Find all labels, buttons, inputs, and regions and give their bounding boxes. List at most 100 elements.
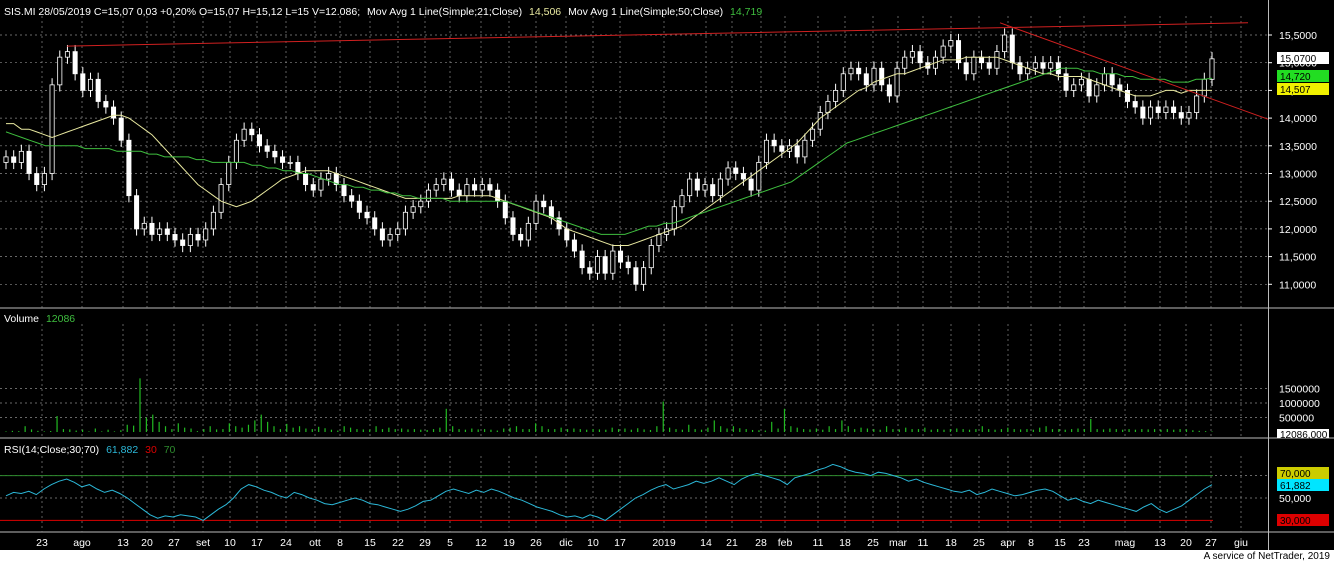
candle-body — [187, 234, 193, 246]
x-tick-label: 23 — [1078, 537, 1090, 549]
candle-body — [80, 73, 86, 91]
candle-body — [433, 184, 439, 191]
rsi-line — [5, 463, 1213, 521]
candle-body — [594, 256, 600, 274]
candle-body — [702, 184, 708, 191]
candle-body — [541, 200, 547, 208]
candle-body — [940, 45, 946, 58]
x-tick-label: 8 — [1028, 537, 1034, 549]
candle-body — [518, 234, 524, 241]
x-tick-label: 20 — [1180, 537, 1192, 549]
candle-body — [902, 56, 908, 69]
badge-rsi-high: 70,000 — [1277, 467, 1329, 480]
y-tick-label: 13,0000 — [1279, 169, 1317, 181]
candle-body — [656, 234, 662, 246]
candle-body — [618, 250, 624, 263]
x-tick-label: 27 — [168, 537, 180, 549]
candle-body — [326, 173, 332, 180]
candle-body — [72, 51, 78, 75]
x-tick-label: 18 — [839, 537, 851, 549]
candle-body — [349, 195, 355, 202]
candle-body — [1124, 90, 1131, 102]
candle-body — [579, 250, 585, 269]
candle-body — [341, 184, 347, 197]
candle-body — [986, 62, 992, 69]
candle-body — [210, 211, 216, 230]
candle-body — [779, 145, 785, 152]
candle-body — [1071, 84, 1077, 91]
badge-close-text: 15,0700 — [1280, 54, 1317, 65]
candle-body — [449, 178, 455, 191]
candle-body — [1032, 62, 1038, 69]
y-tick-label: 11,0000 — [1279, 279, 1316, 291]
candle-body — [1178, 112, 1184, 119]
candle-body — [648, 245, 654, 269]
candle-body — [464, 184, 470, 197]
x-tick-label: 28 — [755, 537, 767, 549]
volume-tick-label: 1500000 — [1279, 384, 1320, 396]
x-tick-label: 23 — [36, 537, 48, 549]
x-tick-label: 27 — [1205, 537, 1217, 549]
candle-body — [1101, 73, 1107, 86]
candle-body — [472, 184, 478, 191]
badge-volume: 12086,000 — [1277, 429, 1329, 441]
candle-body — [955, 40, 962, 64]
x-tick-label: 25 — [973, 537, 985, 549]
candle-body — [218, 184, 224, 213]
x-tick-label: 24 — [280, 537, 292, 549]
x-tick-label: 12 — [475, 537, 487, 549]
ma50-line — [5, 67, 1213, 235]
x-tick-label: 13 — [1154, 537, 1166, 549]
x-tick-label: 11 — [918, 537, 929, 549]
candle-body — [748, 178, 754, 191]
candle-body — [1094, 84, 1100, 97]
candle-body — [1155, 106, 1161, 113]
x-tick-label: 8 — [337, 537, 343, 549]
candle-body — [802, 139, 808, 158]
badge-volume-text: 12086,000 — [1280, 430, 1328, 441]
candle-body — [1171, 106, 1177, 113]
candle-body — [272, 150, 278, 158]
header-quote: SIS.MI 28/05/2019 C=15,07 0,03 +0,20% O=… — [4, 6, 762, 18]
candle-body — [1132, 101, 1138, 108]
badge-rsi-low: 30,000 — [1277, 514, 1329, 527]
candle-body — [256, 134, 263, 147]
candle-body — [794, 145, 800, 158]
candle-body — [871, 67, 877, 86]
x-tick-label: 15 — [364, 537, 376, 549]
candle-body — [280, 156, 286, 163]
ma21-line — [6, 56, 1212, 246]
candle-body — [395, 228, 401, 235]
candle-body — [909, 51, 915, 58]
candle-body — [410, 206, 416, 213]
candle-body — [886, 84, 892, 97]
candle-body — [1078, 78, 1084, 86]
badge-ma50-text: 14,720 — [1280, 72, 1311, 83]
volume-header: Volume 12086 — [4, 313, 75, 325]
x-tick-label: 10 — [224, 537, 236, 549]
candle-body — [963, 62, 969, 75]
candle-body — [587, 267, 593, 274]
candle-body — [763, 139, 769, 163]
rsi-header: RSI(14;Close;30;70) 61,882 30 70 — [4, 444, 176, 456]
x-tick-label: 20 — [141, 537, 153, 549]
x-tick-label: 26 — [530, 537, 542, 549]
candle-body — [525, 222, 531, 241]
candle-body — [249, 128, 255, 136]
candle-body — [710, 184, 716, 197]
y-tick-label: 12,5000 — [1279, 196, 1317, 208]
x-tick-label: mar — [889, 537, 908, 549]
y-tick-label: 11,5000 — [1279, 252, 1316, 264]
candle-body — [1002, 34, 1008, 53]
candle-body — [134, 195, 140, 230]
grid — [0, 0, 1334, 550]
candle-body — [1048, 62, 1054, 69]
candle-body — [633, 267, 639, 285]
candle-body — [687, 178, 693, 197]
candle-body — [1109, 73, 1115, 86]
candle-body — [856, 67, 862, 75]
credit-bar: A service of NetTrader, 2019 — [0, 550, 1334, 563]
candle-body — [1209, 58, 1215, 80]
candle-body — [203, 228, 209, 241]
